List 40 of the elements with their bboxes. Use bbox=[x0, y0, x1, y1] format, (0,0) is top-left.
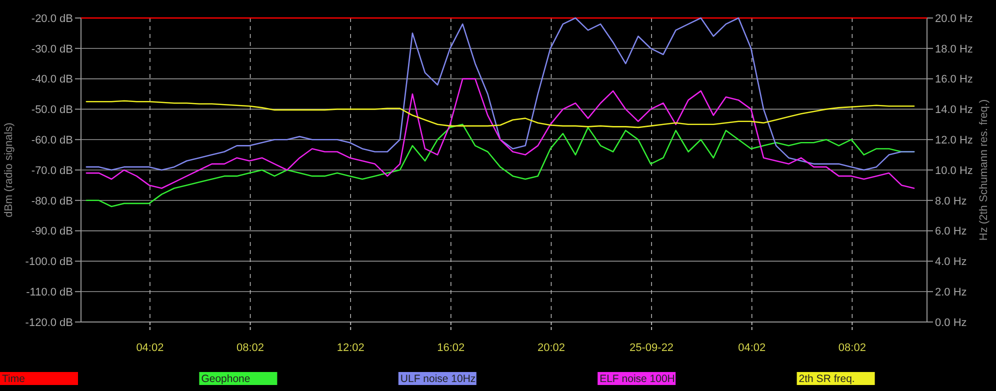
y-axis-title: dBm (radio signals) bbox=[3, 122, 15, 218]
y-tick-label: -70.0 dB bbox=[31, 164, 73, 177]
y2-tick-label: 6.0 Hz bbox=[935, 226, 967, 238]
y2-tick-label: 18.0 Hz bbox=[935, 43, 973, 56]
x-tick-label: 04:02 bbox=[738, 342, 766, 354]
x-tick-label: 12:02 bbox=[336, 342, 364, 354]
x-tick-label: 16:02 bbox=[437, 342, 465, 354]
y2-tick-label: 2.0 Hz bbox=[935, 286, 967, 298]
x-tick-label: 08:02 bbox=[236, 342, 264, 354]
y2-tick-label: 0.0 Hz bbox=[935, 316, 967, 329]
line-series bbox=[86, 17, 915, 171]
y-tick-label: -100.0 dB bbox=[25, 256, 73, 268]
y-tick-label: -60.0 dB bbox=[31, 134, 73, 146]
x-tick-label: 04:02 bbox=[136, 342, 164, 354]
x-tick-label: 20:02 bbox=[537, 342, 565, 354]
text: Geophone bbox=[201, 373, 250, 385]
y2-tick-label: 14.0 Hz bbox=[935, 104, 973, 116]
line-series bbox=[86, 100, 915, 128]
y-tick-label: -80.0 dB bbox=[31, 195, 73, 208]
text: Time bbox=[2, 373, 26, 385]
text: 2th SR freq. bbox=[798, 373, 855, 385]
text: ELF noise 100H bbox=[600, 373, 675, 385]
y2-tick-label: 10.0 Hz bbox=[935, 164, 973, 177]
y-tick-label: -30.0 dB bbox=[31, 43, 73, 56]
y2-tick-label: 20.0 Hz bbox=[935, 12, 973, 25]
y-tick-label: -110.0 dB bbox=[26, 286, 73, 298]
y2-axis-title: Hz (2th Schumann res. freq.) bbox=[978, 99, 990, 241]
y-tick-label: -120.0 dB bbox=[25, 316, 73, 329]
y-tick-label: -40.0 dB bbox=[31, 74, 73, 86]
x-tick-label: 25-09-22 bbox=[630, 342, 674, 354]
y2-tick-label: 16.0 Hz bbox=[935, 74, 973, 86]
y-tick-label: -90.0 dB bbox=[31, 226, 73, 238]
y2-tick-label: 4.0 Hz bbox=[935, 256, 967, 268]
y-tick-label: -50.0 dB bbox=[31, 104, 73, 116]
y2-tick-label: 12.0 Hz bbox=[935, 134, 973, 146]
text: ULF noise 10Hz bbox=[400, 373, 476, 385]
y-tick-label: -20.0 dB bbox=[31, 12, 73, 25]
y2-tick-label: 8.0 Hz bbox=[935, 195, 967, 208]
line-series bbox=[86, 78, 915, 189]
x-tick-label: 08:02 bbox=[838, 342, 866, 354]
